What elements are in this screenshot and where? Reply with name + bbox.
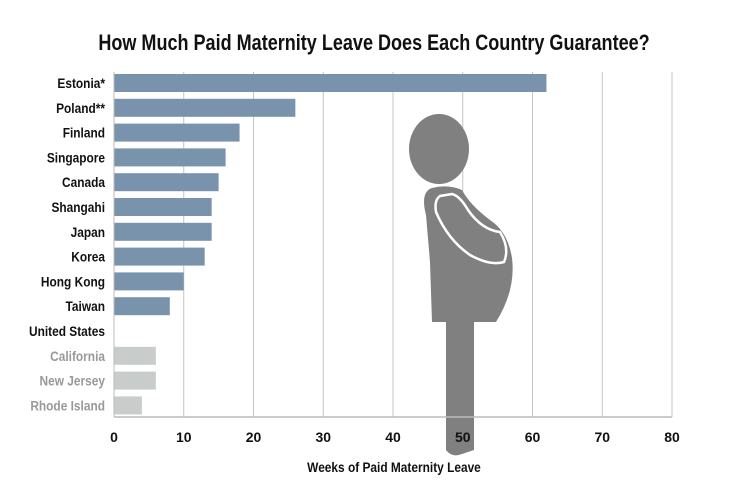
chart-title: How Much Paid Maternity Leave Does Each … [98, 30, 650, 55]
category-label: Taiwan [66, 298, 105, 314]
x-tick-label: 0 [110, 429, 118, 445]
bar [114, 346, 156, 365]
bar [114, 222, 212, 241]
bar [114, 148, 226, 167]
bar [114, 247, 205, 266]
category-label: Japan [71, 224, 105, 240]
category-label: United States [29, 323, 105, 339]
bar [114, 297, 170, 316]
bar [114, 74, 547, 92]
category-label: Estonia* [57, 75, 105, 91]
bar [114, 98, 296, 117]
x-tick-label: 30 [315, 429, 331, 445]
category-label: California [50, 348, 106, 364]
x-tick-label: 20 [246, 429, 262, 445]
category-label: Rhode Island [30, 397, 105, 413]
category-label: Finland [63, 125, 105, 141]
bar [114, 396, 142, 415]
category-label: Singapore [47, 149, 105, 165]
bar [114, 371, 156, 390]
x-tick-label: 10 [176, 429, 192, 445]
x-tick-label: 40 [385, 429, 401, 445]
x-tick-label: 80 [664, 429, 680, 445]
bar [114, 198, 212, 216]
bar [114, 272, 184, 291]
pregnant-woman-icon [409, 114, 513, 456]
category-label: Poland** [56, 100, 106, 116]
bar [114, 173, 219, 192]
category-label: New Jersey [40, 373, 106, 389]
category-label: Korea [71, 249, 105, 265]
x-tick-label: 60 [525, 429, 541, 445]
x-axis-label: Weeks of Paid Maternity Leave [307, 459, 481, 475]
x-tick-label: 50 [455, 429, 471, 445]
category-label: Shangahi [51, 199, 105, 215]
category-label: Hong Kong [41, 273, 105, 289]
x-tick-label: 70 [594, 429, 610, 445]
bar [114, 123, 240, 142]
category-label: Canada [62, 174, 106, 190]
